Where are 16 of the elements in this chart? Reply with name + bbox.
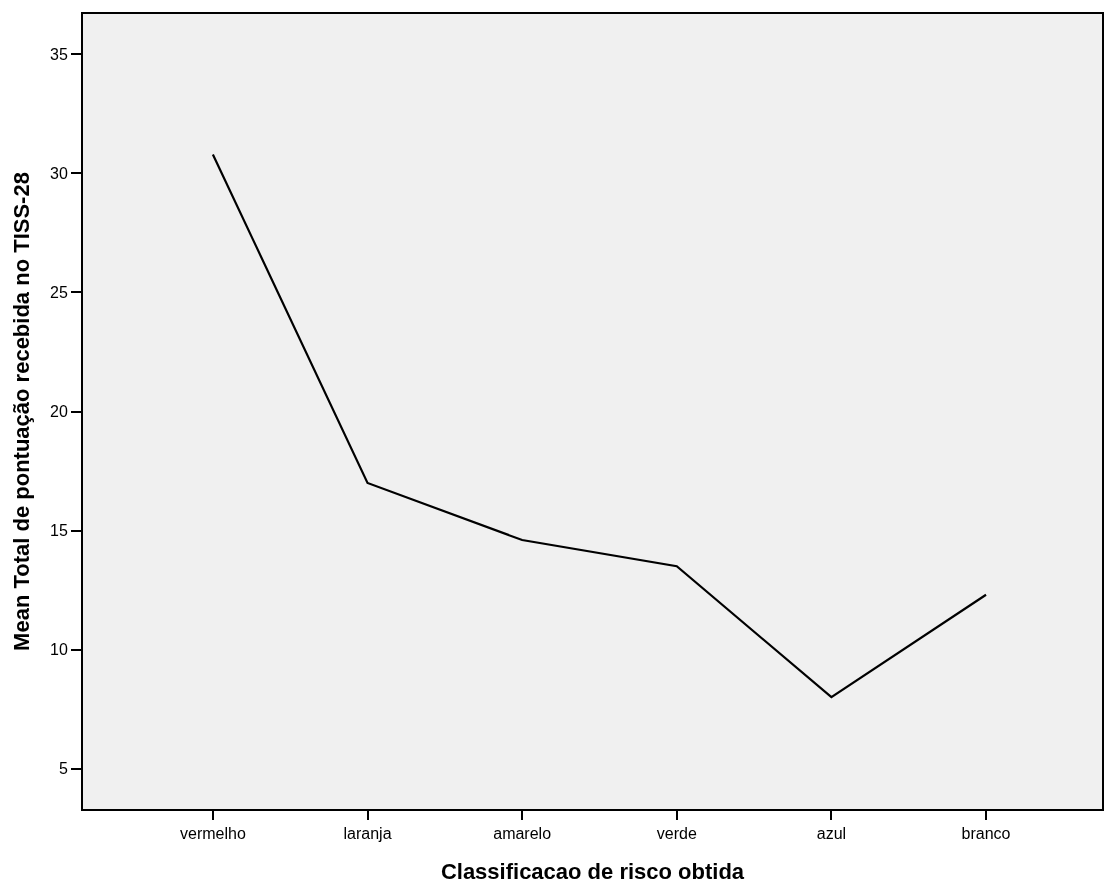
- x-axis-title: Classificacao de risco obtida: [440, 858, 745, 884]
- x-tick-label: laranja: [343, 825, 392, 843]
- x-tick-label: azul: [816, 825, 847, 843]
- y-tick-label: 35: [50, 46, 68, 64]
- x-tick-label: branco: [961, 825, 1011, 843]
- y-tick-label: 25: [50, 284, 68, 302]
- line-series: [211, 153, 988, 699]
- x-tick-label: vermelho: [179, 825, 246, 843]
- y-tick-label: 15: [50, 522, 68, 540]
- y-tick-label: 10: [50, 641, 68, 659]
- y-tick-label: 30: [50, 165, 68, 183]
- x-tick-label: amarelo: [493, 825, 552, 843]
- y-tick-label: 20: [50, 403, 68, 421]
- x-tick-label: verde: [656, 825, 697, 843]
- y-tick-label: 5: [58, 760, 68, 778]
- y-axis-title: Mean Total de pontuação recebida no TISS-28: [9, 172, 35, 651]
